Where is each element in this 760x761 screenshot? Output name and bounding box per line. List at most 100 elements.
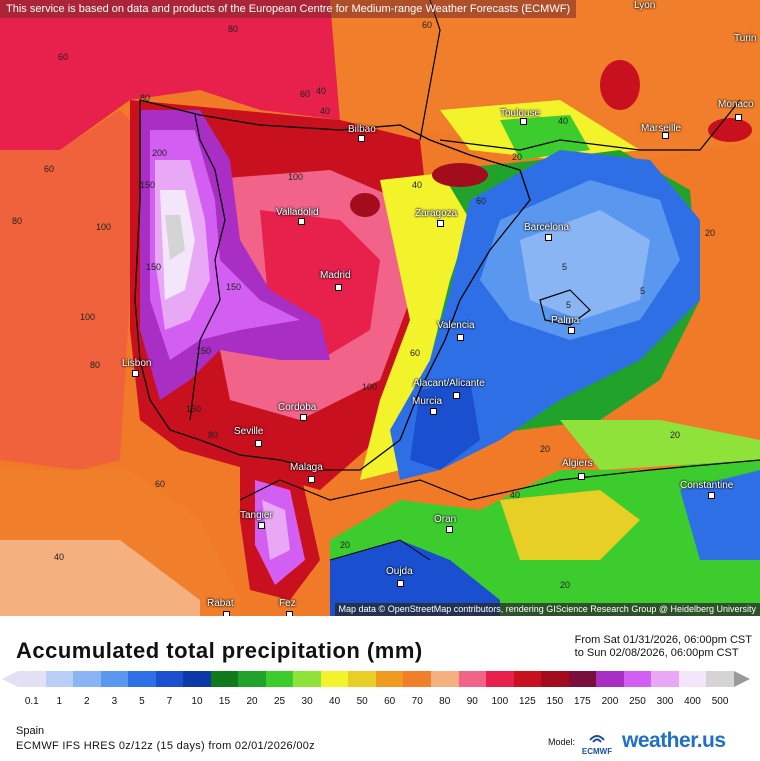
contour-label: 5 (640, 286, 646, 296)
contour-label: 80 (208, 430, 219, 440)
colorbar-tick-label: 200 (601, 696, 619, 707)
contour-label: 5 (562, 262, 568, 272)
city-label[interactable]: Barcelona (524, 222, 570, 233)
contour-label: 60 (155, 479, 166, 489)
legend-panel: Accumulated total precipitation (mm) Fro… (0, 616, 760, 760)
city-marker (258, 522, 265, 529)
contour-label: 60 (58, 52, 69, 62)
colorbar-swatch (73, 671, 101, 687)
city-label[interactable]: Lisbon (122, 358, 152, 369)
colorbar-tick-label: 0.1 (24, 696, 39, 707)
city-label[interactable]: Madrid (320, 270, 351, 281)
colorbar-swatch (18, 671, 46, 687)
city-label[interactable]: Fez (279, 598, 296, 609)
colorbar-tick-label: 80 (439, 696, 451, 707)
contour-label: 20 (705, 228, 716, 238)
contour-label: 150 (146, 262, 162, 272)
colorbar-swatch (486, 671, 514, 687)
precipitation-field (0, 0, 760, 616)
city-label[interactable]: Algiers (562, 458, 593, 469)
city-marker (662, 132, 669, 139)
contour-label: 80 (12, 216, 23, 226)
colorbar-swatch (513, 671, 542, 687)
precipitation-map[interactable]: This service is based on data and produc… (0, 0, 760, 616)
city-marker (437, 220, 444, 227)
ecmwf-logo: ECMWF (580, 730, 614, 756)
colorbar-swatch (623, 671, 652, 687)
contour-label: 60 (410, 348, 421, 358)
contour-label: 100 (362, 382, 378, 392)
map-attribution[interactable]: Map data © OpenStreetMap contributors, r… (334, 603, 760, 616)
city-label[interactable]: Alacant/Alicante (413, 378, 485, 389)
colorbar-tick-label: 2 (84, 696, 90, 707)
city-label[interactable]: Palma (551, 315, 580, 326)
ecmwf-wordmark: ECMWF (582, 747, 612, 756)
contour-label: 200 (152, 148, 168, 158)
city-label[interactable]: Oran (434, 514, 457, 525)
colorbar-ticks: 0.1 1 2 3 5 7 10 15 20 25 30 40 50 60 70 80 90 100 125 150 1… (18, 696, 734, 710)
city-marker (286, 611, 293, 616)
contour-label: 20 (560, 580, 571, 590)
contour-label: 100 (80, 312, 96, 322)
city-marker (132, 370, 139, 377)
city-label[interactable]: Rabat (207, 598, 234, 609)
city-marker (708, 492, 715, 499)
contour-label: 100 (288, 172, 304, 182)
colorbar-tick-label: 30 (301, 696, 313, 707)
colorbar-tick-label: 70 (411, 696, 423, 707)
colorbar-tick-label: 125 (518, 696, 536, 707)
contour-label: 40 (316, 86, 327, 96)
city-marker (300, 414, 307, 421)
contour-label: 40 (558, 116, 569, 126)
city-marker (397, 580, 404, 587)
city-label[interactable]: Monaco (718, 99, 754, 110)
city-label[interactable]: Zaragoza (415, 208, 458, 219)
contour-label: 150 (226, 282, 242, 292)
colorbar-max-cap (734, 671, 750, 687)
colorbar-swatch (293, 671, 321, 687)
city-label[interactable]: Seville (234, 426, 264, 437)
colorbar-swatch (403, 671, 431, 687)
city-label[interactable]: Lyon (634, 0, 656, 11)
contour-label: 20 (670, 430, 681, 440)
colorbar-swatch (375, 671, 404, 687)
city-marker (255, 440, 262, 447)
colorbar-swatch (210, 671, 239, 687)
city-label[interactable]: Turin (734, 33, 757, 44)
colorbar-tick-label: 20 (246, 696, 258, 707)
city-marker (298, 218, 305, 225)
colorbar-swatch (541, 671, 569, 687)
city-label[interactable]: Marseille (641, 123, 682, 134)
contour-label: 40 (320, 106, 331, 116)
city-label[interactable]: Valencia (437, 320, 475, 331)
city-label[interactable]: Oujda (386, 566, 413, 577)
colorbar-tick-label: 15 (218, 696, 231, 707)
city-label[interactable]: Murcia (412, 396, 443, 407)
contour-label: 80 (90, 360, 101, 370)
contour-label: 20 (512, 152, 523, 162)
city-label[interactable]: Cordoba (278, 402, 317, 413)
weather-us-logo[interactable]: weather.us (622, 729, 726, 752)
city-marker (453, 392, 460, 399)
colorbar-swatch (100, 671, 129, 687)
city-label[interactable]: Valladolid (276, 207, 319, 218)
date-to: to Sun 02/08/2026, 06:00pm CST (574, 647, 739, 659)
colorbar-swatch (678, 671, 707, 687)
city-label[interactable]: Malaga (290, 462, 323, 473)
city-label[interactable]: Tangier (240, 510, 273, 521)
city-label[interactable]: Toulouse (500, 108, 541, 119)
city-label[interactable]: Bilbao (348, 124, 376, 135)
colorbar-swatch (596, 671, 624, 687)
contour-label: 5 (566, 300, 572, 310)
date-from: From Sat 01/31/2026, 06:00pm CST (574, 634, 752, 646)
colorbar-tick-label: 40 (329, 696, 341, 707)
city-marker (358, 135, 365, 142)
city-marker (545, 234, 552, 241)
colorbar-swatch (430, 671, 459, 687)
colorbar-tick-label: 50 (356, 696, 368, 707)
city-marker (735, 114, 742, 121)
city-marker (308, 476, 315, 483)
colorbar-tick-label: 60 (384, 696, 396, 707)
city-label[interactable]: Constantine (680, 480, 734, 491)
colorbar-swatch (238, 671, 266, 687)
